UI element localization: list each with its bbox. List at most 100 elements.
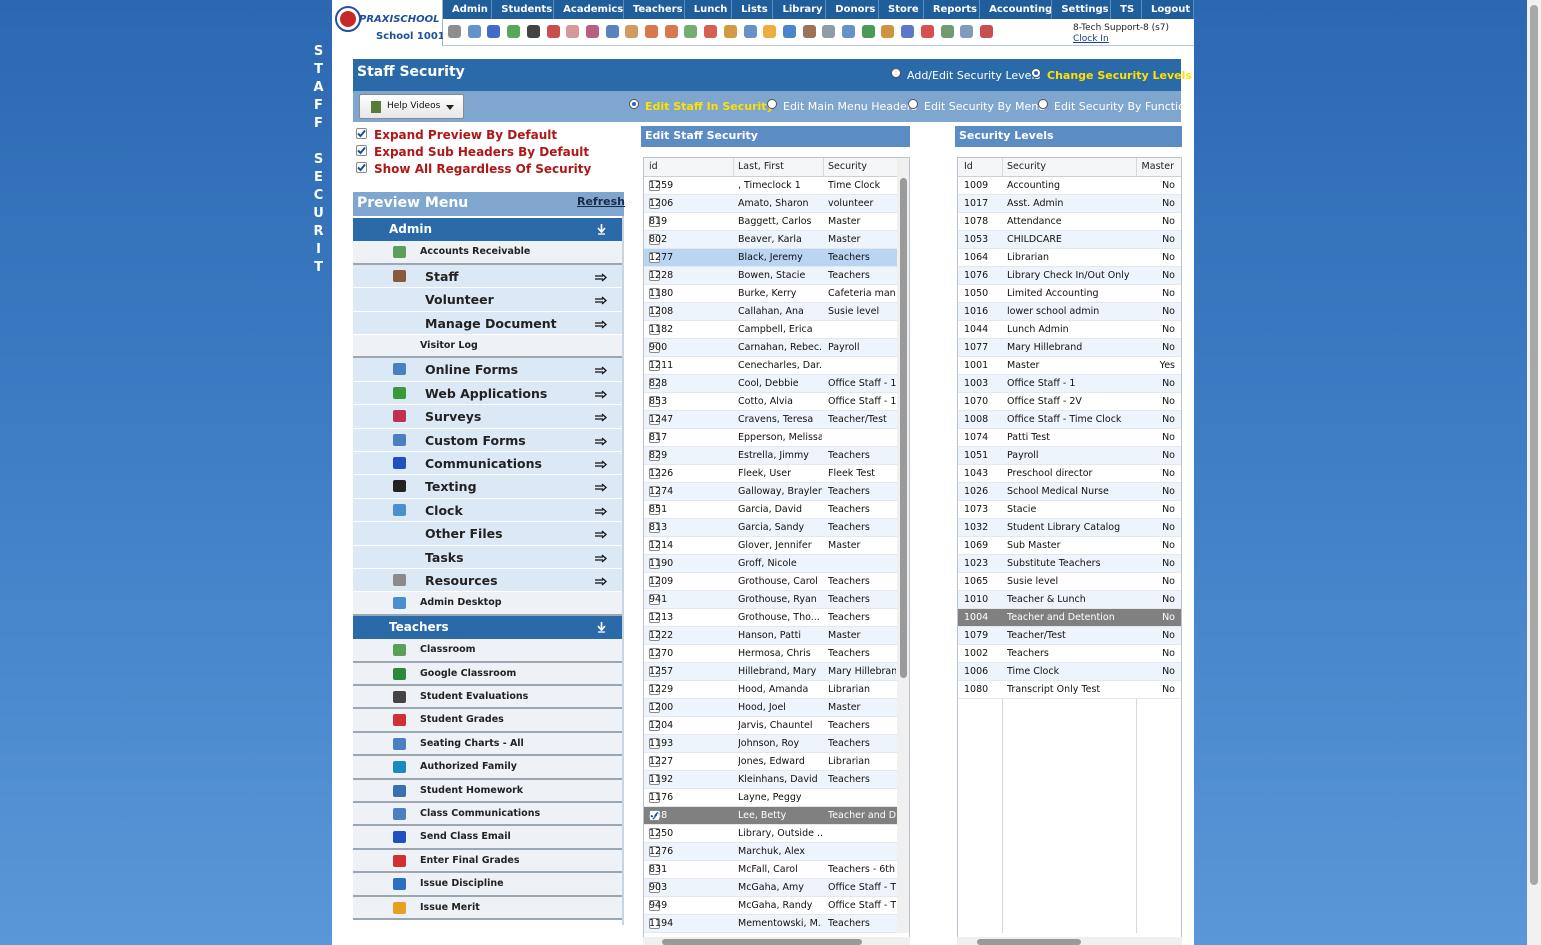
table-row[interactable]: 1073 Stacie No <box>958 501 1181 519</box>
checkbox[interactable] <box>649 576 660 587</box>
table-row[interactable]: 1023 Substitute Teachers No <box>958 555 1181 573</box>
table-row[interactable]: 1200 Hood, Joel Master <box>644 699 909 717</box>
table-row[interactable]: 828 Cool, Debbie Office Staff - 1 <box>644 375 909 393</box>
menu-item[interactable]: Resources <box>353 569 622 593</box>
table-row[interactable]: 1080 Transcript Only Test No <box>958 681 1181 699</box>
nav-item[interactable]: Accounting <box>980 0 1053 19</box>
checkbox[interactable] <box>649 558 660 569</box>
nav-item[interactable]: Reports <box>924 0 981 19</box>
toolbar-icon[interactable] <box>743 25 757 38</box>
table-row[interactable]: 903 McGaha, Amy Office Staff - Ti <box>644 879 909 897</box>
nav-item[interactable]: Admin <box>443 0 493 19</box>
toolbar-icon[interactable] <box>861 25 875 38</box>
checkbox[interactable] <box>649 612 660 623</box>
checkbox-label[interactable]: Show All Regardless Of Security <box>374 162 592 176</box>
radio-button[interactable] <box>908 99 918 109</box>
table-row[interactable]: 1274 Galloway, Braylen Teachers <box>644 483 909 501</box>
option-label[interactable]: Edit Security By Menu <box>924 100 1046 113</box>
checkbox[interactable] <box>649 900 660 911</box>
menu-item[interactable]: Custom Forms <box>353 428 622 452</box>
radio-button[interactable] <box>629 99 639 109</box>
table-row[interactable]: 1209 Grothouse, Carol Teachers <box>644 573 909 591</box>
checkbox[interactable] <box>649 216 660 227</box>
checkbox-label[interactable]: Expand Sub Headers By Default <box>374 145 590 159</box>
table-row[interactable]: 1074 Patti Test No <box>958 429 1181 447</box>
nav-item[interactable]: Library <box>773 0 827 19</box>
menu-item[interactable]: Enter Final Grades <box>353 849 622 874</box>
table-row[interactable]: 1008 Office Staff - Time Clock No <box>958 411 1181 429</box>
toolbar-icon[interactable] <box>467 25 481 38</box>
nav-item[interactable]: Students <box>492 0 555 19</box>
toolbar-icon[interactable] <box>546 25 560 38</box>
toolbar-icon[interactable] <box>920 25 934 38</box>
option-label[interactable]: Add/Edit Security Levels <box>907 69 1041 82</box>
menu-item[interactable]: Class Communications <box>353 803 622 827</box>
menu-item[interactable]: Send Class Email <box>353 826 622 850</box>
table-row[interactable]: 851 Garcia, David Teachers <box>644 501 909 519</box>
menu-item[interactable]: Issue Discipline <box>353 873 622 897</box>
menu-item[interactable]: Student Grades <box>353 709 622 733</box>
checkbox[interactable] <box>649 756 660 767</box>
table-row[interactable]: 1001 Master Yes <box>958 357 1181 375</box>
scrollbar-thumb[interactable] <box>900 178 907 678</box>
toolbar-icon[interactable] <box>625 25 639 38</box>
table-row[interactable]: 802 Beaver, Karla Master <box>644 231 909 249</box>
checkbox[interactable] <box>649 720 660 731</box>
checkbox[interactable] <box>649 882 660 893</box>
table-row[interactable]: 1259 , Timeclock 1 Time Clock <box>644 177 909 195</box>
table-row[interactable]: 1069 Sub Master No <box>958 537 1181 555</box>
toolbar-icon[interactable] <box>704 25 718 38</box>
checkbox[interactable] <box>649 342 660 353</box>
checkbox[interactable] <box>649 432 660 443</box>
toolbar-icon[interactable] <box>487 25 501 38</box>
page-scrollbar-thumb[interactable] <box>1530 5 1538 885</box>
table-row[interactable]: 1182 Campbell, Erica <box>644 321 909 339</box>
checkbox[interactable] <box>649 792 660 803</box>
menu-item[interactable]: Surveys <box>353 405 622 429</box>
checkbox[interactable] <box>649 774 660 785</box>
toolbar-icon[interactable] <box>802 25 816 38</box>
table-row[interactable]: 1077 Mary Hillebrand No <box>958 339 1181 357</box>
menu-item[interactable]: Admin Desktop <box>353 592 622 616</box>
menu-item[interactable]: Manage Document <box>353 311 622 335</box>
table-row[interactable]: 1009 Accounting No <box>958 177 1181 195</box>
table-row[interactable]: 1227 Jones, Edward Librarian <box>644 753 909 771</box>
table-row[interactable]: 1222 Hanson, Patti Master <box>644 627 909 645</box>
menu-section-header[interactable]: Teachers <box>353 615 622 640</box>
table-row[interactable]: 1078 Attendance No <box>958 213 1181 231</box>
menu-item[interactable]: Clock <box>353 498 622 523</box>
radio-button[interactable] <box>1038 99 1048 109</box>
option-label[interactable]: Edit Security By Function <box>1054 100 1192 113</box>
table-row[interactable]: 941 Grothouse, Ryan Teachers <box>644 591 909 609</box>
toolbar-icon[interactable] <box>664 25 678 38</box>
table-row[interactable]: 900 Carnahan, Rebec... Payroll <box>644 339 909 357</box>
menu-item[interactable]: Accounts Receivable <box>353 241 622 265</box>
table-row[interactable]: 1257 Hillebrand, Mary Mary Hillebrand <box>644 663 909 681</box>
table-row[interactable]: 1176 Layne, Peggy <box>644 789 909 807</box>
nav-item[interactable]: Settings <box>1052 0 1112 19</box>
checkbox[interactable] <box>649 810 660 821</box>
table-row[interactable]: 1053 CHILDCARE No <box>958 231 1181 249</box>
toolbar-icon[interactable] <box>566 25 580 38</box>
menu-item[interactable]: Classroom <box>353 639 622 663</box>
checkbox[interactable] <box>649 396 660 407</box>
toolbar-icon[interactable] <box>881 25 895 38</box>
toolbar-icon[interactable] <box>901 25 915 38</box>
menu-item[interactable]: Visitor Log <box>353 335 622 359</box>
checkbox[interactable] <box>649 846 660 857</box>
table-row[interactable]: 1211 Cenecharles, Dar... <box>644 357 909 375</box>
table-row[interactable]: 1270 Hermosa, Chris Teachers <box>644 645 909 663</box>
option-label[interactable]: Edit Staff In Security <box>645 100 774 113</box>
toolbar-icon[interactable] <box>507 25 521 38</box>
menu-item[interactable]: Student Homework <box>353 779 622 803</box>
checkbox[interactable] <box>649 828 660 839</box>
table-row[interactable]: 1229 Hood, Amanda Librarian <box>644 681 909 699</box>
checkbox[interactable] <box>649 864 660 875</box>
toolbar-icon[interactable] <box>723 25 737 38</box>
clock-in-link[interactable]: Clock In <box>1073 34 1109 44</box>
toolbar-icon[interactable] <box>645 25 658 38</box>
menu-item[interactable]: Web Applications <box>353 381 622 406</box>
checkbox[interactable] <box>649 252 660 263</box>
table-row[interactable]: 838 Lee, Betty Teacher and De <box>644 807 909 825</box>
toolbar-icon[interactable] <box>822 25 836 38</box>
